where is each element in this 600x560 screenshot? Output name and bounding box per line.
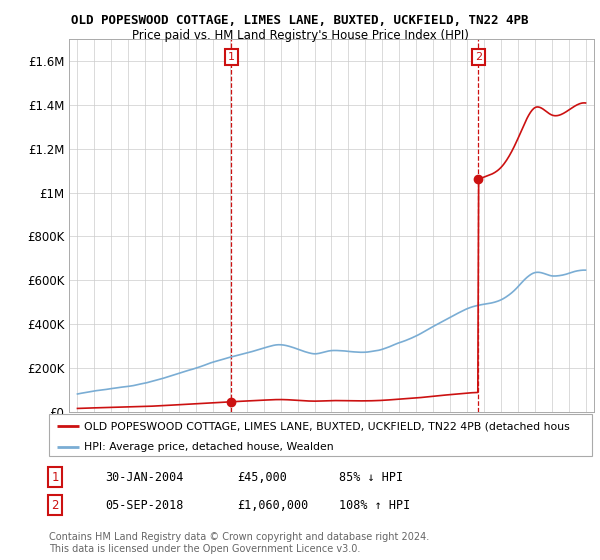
FancyBboxPatch shape [49,414,592,456]
Text: Contains HM Land Registry data © Crown copyright and database right 2024.: Contains HM Land Registry data © Crown c… [49,532,430,542]
Text: 05-SEP-2018: 05-SEP-2018 [105,498,184,512]
Text: £45,000: £45,000 [237,470,287,484]
Text: 30-JAN-2004: 30-JAN-2004 [105,470,184,484]
Text: £1,060,000: £1,060,000 [237,498,308,512]
Text: Price paid vs. HM Land Registry's House Price Index (HPI): Price paid vs. HM Land Registry's House … [131,29,469,42]
Text: 2: 2 [475,52,482,62]
Text: This data is licensed under the Open Government Licence v3.0.: This data is licensed under the Open Gov… [49,544,361,554]
Text: OLD POPESWOOD COTTAGE, LIMES LANE, BUXTED, UCKFIELD, TN22 4PB (detached hous: OLD POPESWOOD COTTAGE, LIMES LANE, BUXTE… [85,421,570,431]
Text: 1: 1 [228,52,235,62]
Text: 2: 2 [52,498,59,512]
Text: OLD POPESWOOD COTTAGE, LIMES LANE, BUXTED, UCKFIELD, TN22 4PB: OLD POPESWOOD COTTAGE, LIMES LANE, BUXTE… [71,14,529,27]
Text: 108% ↑ HPI: 108% ↑ HPI [339,498,410,512]
Text: 85% ↓ HPI: 85% ↓ HPI [339,470,403,484]
Text: 1: 1 [52,470,59,484]
Text: HPI: Average price, detached house, Wealden: HPI: Average price, detached house, Weal… [85,442,334,452]
